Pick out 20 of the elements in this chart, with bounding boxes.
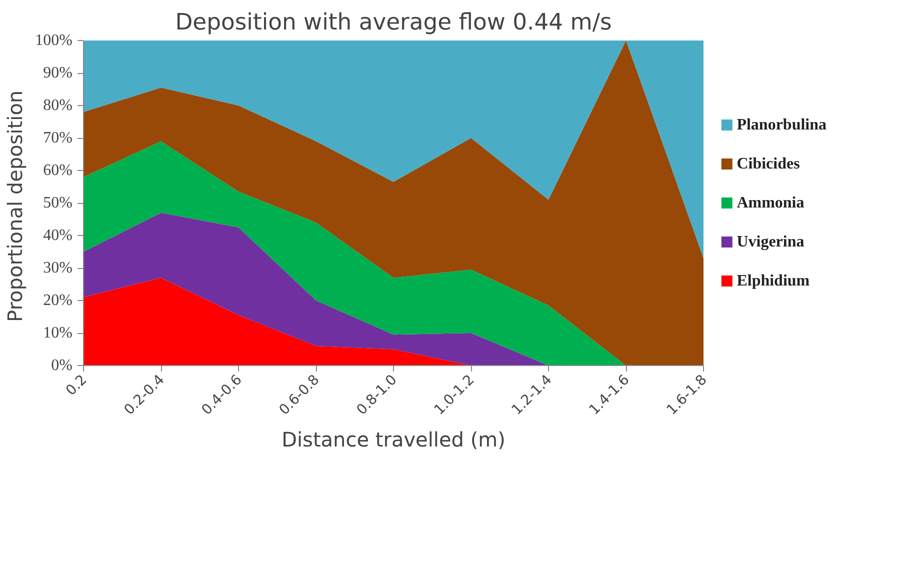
y-tick-label: 20% [43,292,72,309]
legend-label: Elphidium [736,272,810,290]
y-tick-label: 40% [43,227,72,244]
y-tick-label: 70% [43,130,72,146]
y-tick-label: 30% [43,260,72,276]
legend-label: Cibicides [736,156,800,172]
y-tick-label: 100% [35,32,72,49]
y-axis-title: Proportional deposition [3,90,28,322]
y-tick-label: 0% [51,357,72,374]
y-tick-label: 10% [43,324,72,342]
legend-label: Ammonia [736,194,804,212]
y-tick-label: 50% [43,194,72,212]
x-tick-label: 0.2 [63,372,90,399]
x-axis-title: Distance travelled (m) [282,427,506,452]
y-tick-label: 80% [43,97,72,114]
legend-label: Uvigerina [736,234,804,250]
chart-title: Deposition with average flow 0.44 m/s [175,10,612,36]
y-tick-label: 60% [43,162,72,179]
y-tick-label: 90% [43,64,72,82]
legend-label: Planorbulina [736,116,827,134]
